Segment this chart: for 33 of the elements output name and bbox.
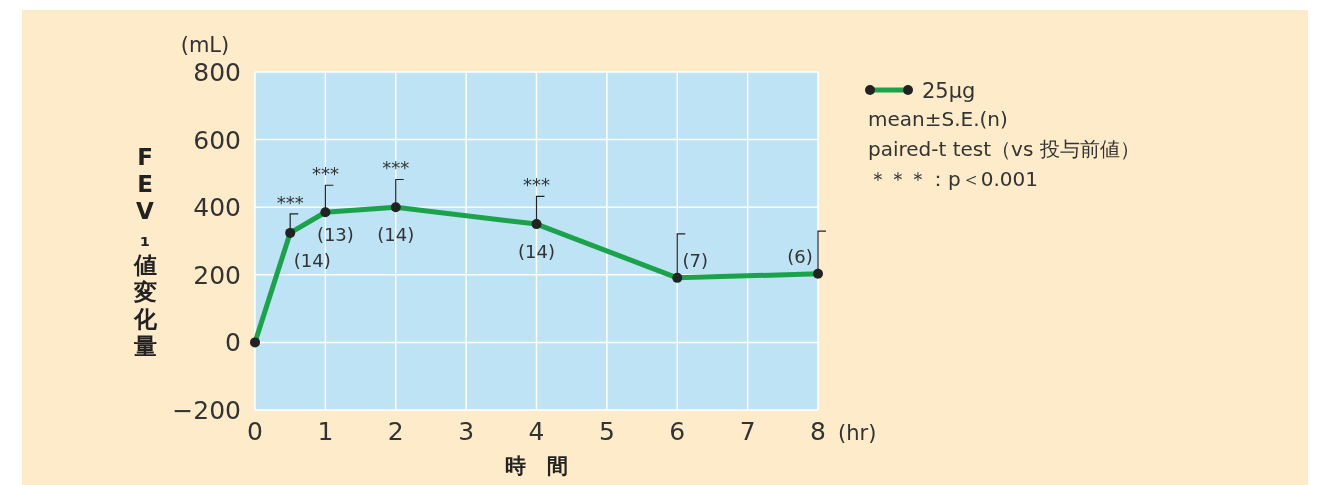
y-tick-label: 200 <box>193 260 241 290</box>
legend-label: 25μg <box>922 79 976 103</box>
x-tick-label: 6 <box>669 417 686 446</box>
annotation: (14) <box>293 249 331 271</box>
y-tick-label: −200 <box>172 396 241 425</box>
annotation: *** <box>523 174 550 196</box>
y-axis-title: FEV₁値変化量 <box>132 144 158 359</box>
x-axis-title: 時 間 <box>505 454 568 478</box>
y-tick-label: 0 <box>225 328 241 358</box>
annotation: *** <box>311 163 339 185</box>
text: (mL) <box>180 33 230 57</box>
annotation: (6) <box>787 245 813 267</box>
x-tick-label: 4 <box>528 417 545 446</box>
annotation: *** <box>276 191 304 213</box>
x-tick-label: 0 <box>247 417 263 446</box>
annotation: (13) <box>316 224 354 246</box>
y-tick-label: 400 <box>193 193 241 223</box>
x-tick-label: 7 <box>739 417 756 446</box>
text: paired-t test（vs 投与前値） <box>868 137 1140 161</box>
y-tick-label: 800 <box>193 58 241 87</box>
text: ＊＊＊：p＜0.001 <box>868 167 1038 191</box>
x-tick-label: 2 <box>387 417 404 446</box>
x-tick-label: 1 <box>317 417 334 446</box>
text: mean±S.E.(n) <box>868 107 1008 131</box>
annotation: (14) <box>518 241 555 263</box>
x-tick-label: 3 <box>458 417 475 446</box>
x-tick-label: 5 <box>598 417 615 446</box>
annotation: (7) <box>682 249 708 271</box>
y-tick-label: 600 <box>193 125 241 155</box>
x-tick-label: 8 <box>810 417 826 446</box>
text: (hr) <box>838 421 877 445</box>
annotation: (14) <box>377 224 415 246</box>
annotation: *** <box>382 157 410 179</box>
